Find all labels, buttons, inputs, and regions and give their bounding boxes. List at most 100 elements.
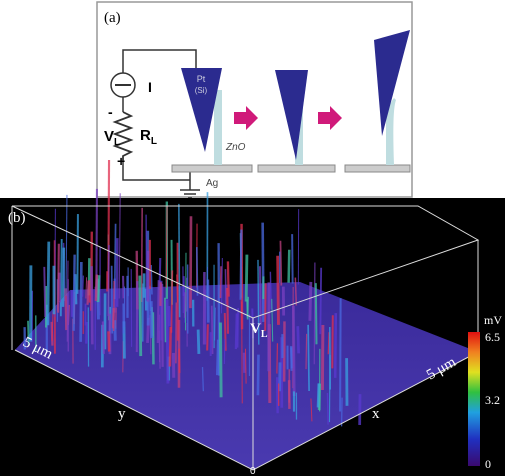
spike xyxy=(168,326,173,367)
spike xyxy=(196,329,201,354)
spike xyxy=(164,297,167,343)
spike xyxy=(214,307,216,341)
spike xyxy=(85,277,88,299)
plus-sign: + xyxy=(117,153,125,169)
spike xyxy=(111,308,115,329)
panel-b: (b) VL 5 μm y 5 μm x 0 mV 6.5 3.2 0 xyxy=(0,160,505,476)
spike xyxy=(107,244,110,317)
spike xyxy=(256,354,260,396)
spike xyxy=(244,254,249,302)
spike xyxy=(65,194,68,296)
panel-label: (a) xyxy=(104,10,121,26)
spike xyxy=(239,229,243,300)
minus-sign: - xyxy=(108,104,113,120)
spike xyxy=(206,324,209,351)
spike xyxy=(27,320,30,345)
spike xyxy=(113,320,117,341)
spike xyxy=(176,274,179,303)
spike xyxy=(294,277,298,306)
spike xyxy=(51,311,54,342)
spike xyxy=(271,298,274,342)
spike xyxy=(189,216,193,309)
spike xyxy=(178,203,181,318)
tip-label: (Si) xyxy=(195,86,208,95)
spike xyxy=(160,283,164,367)
colorbar xyxy=(468,332,480,466)
panel-a: (a) I - VL RL + Pt (Si) ZnO Ag xyxy=(96,1,413,199)
spike xyxy=(135,281,139,353)
spike xyxy=(218,322,223,398)
spike xyxy=(215,339,220,376)
substrate-label: Ag xyxy=(206,178,218,189)
spike xyxy=(327,332,330,355)
arrow xyxy=(234,106,258,130)
resistor-label: RL xyxy=(140,127,157,147)
spike xyxy=(76,214,79,294)
spike xyxy=(244,348,247,384)
spike xyxy=(314,283,318,345)
spike xyxy=(81,275,84,297)
afm-tip xyxy=(275,70,308,160)
spike xyxy=(223,313,227,351)
spike xyxy=(291,234,294,284)
colorbar-tick: 6.5 xyxy=(485,330,500,344)
spike xyxy=(307,324,310,391)
voltage-label: VL xyxy=(104,128,120,148)
spike xyxy=(90,266,94,345)
spike xyxy=(316,383,320,408)
spike xyxy=(261,222,265,322)
resistor xyxy=(112,111,134,160)
spike xyxy=(72,254,76,331)
spike xyxy=(257,259,260,345)
spike xyxy=(319,267,323,335)
spike xyxy=(276,255,280,325)
spike xyxy=(201,367,204,392)
box-frame xyxy=(11,205,480,471)
spike xyxy=(61,247,66,307)
spike xyxy=(246,299,249,320)
spike xyxy=(236,307,240,348)
source-label: I xyxy=(148,79,152,95)
spike xyxy=(165,299,170,384)
afm-tip xyxy=(181,68,222,152)
colorbar-tick: 3.2 xyxy=(485,393,500,407)
spike xyxy=(165,206,168,288)
spike xyxy=(291,305,296,397)
spike xyxy=(296,326,300,354)
x-axis-label: x xyxy=(372,406,380,422)
spike xyxy=(113,223,117,300)
spike xyxy=(331,315,334,369)
spikes xyxy=(23,160,362,427)
spike xyxy=(210,305,214,354)
substrate xyxy=(171,164,253,173)
spike xyxy=(276,343,279,374)
spike xyxy=(313,262,316,365)
nanowire xyxy=(386,98,396,165)
spike xyxy=(57,243,60,313)
nanowire-label: ZnO xyxy=(225,142,246,153)
afm-tip xyxy=(374,30,410,136)
spike xyxy=(167,306,172,327)
spike xyxy=(66,260,69,342)
nanowire xyxy=(214,90,222,165)
circuit-wire xyxy=(122,49,197,190)
spike xyxy=(138,275,143,357)
spike xyxy=(305,333,308,370)
arrow xyxy=(318,106,342,130)
spike xyxy=(43,266,47,318)
spike xyxy=(226,261,230,297)
spike xyxy=(94,274,99,301)
spike xyxy=(156,280,160,343)
spike xyxy=(224,269,227,304)
spike xyxy=(269,271,272,310)
spike xyxy=(46,241,51,326)
spike xyxy=(59,239,63,317)
spike xyxy=(287,249,291,283)
spike xyxy=(86,280,90,305)
spike xyxy=(226,287,230,334)
tip-label: Pt xyxy=(197,74,206,84)
substrate xyxy=(257,164,336,173)
spike xyxy=(326,393,329,425)
